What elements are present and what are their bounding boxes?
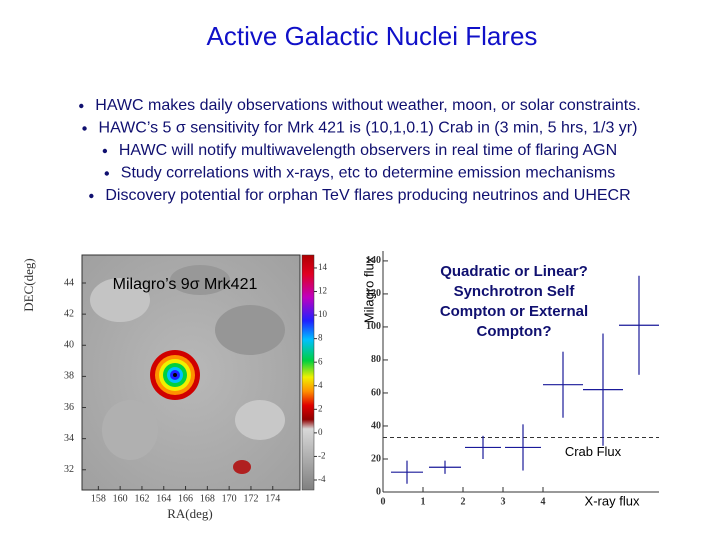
y-tick-label: 60 xyxy=(371,387,381,398)
x-tick-label: 174 xyxy=(265,493,280,504)
x-tick-label: 4 xyxy=(541,496,546,507)
bullet-dot xyxy=(82,126,87,131)
x-tick-label: 166 xyxy=(178,493,193,504)
y-tick-label: 120 xyxy=(366,288,381,299)
source-center xyxy=(173,373,177,377)
y-tick-label: 20 xyxy=(371,453,381,464)
y-tick-label: 100 xyxy=(366,321,381,332)
colorbar-tick-label: 6 xyxy=(318,356,323,366)
bullet-text: HAWC’s 5 σ sensitivity for Mrk 421 is (1… xyxy=(99,120,638,137)
annotation-line: Compton? xyxy=(477,323,552,340)
bullet-list: HAWC makes daily observations without we… xyxy=(79,97,641,204)
flux-plot: Milagro flux X-ray flux Quadratic or Lin… xyxy=(361,256,640,508)
y-tick-label: 0 xyxy=(376,486,381,497)
y-tick-label: 36 xyxy=(64,402,74,413)
bullet-text: HAWC makes daily observations without we… xyxy=(95,97,640,114)
y-tick-label: 40 xyxy=(371,420,381,431)
annotation-line: Synchrotron Self xyxy=(454,283,576,300)
map-frame xyxy=(81,254,301,491)
x-tick-label: 2 xyxy=(461,496,466,507)
hot-spot xyxy=(233,460,251,474)
y-tick-label: 140 xyxy=(366,255,381,266)
colorbar xyxy=(301,254,315,491)
x-tick-label: 3 xyxy=(501,496,506,507)
x-tick-label: 162 xyxy=(134,493,149,504)
annotation: Quadratic or Linear? Synchrotron Self Comp… xyxy=(440,263,588,340)
y-axis-label: Milagro flux xyxy=(361,256,376,323)
colorbar-tick-label: 2 xyxy=(318,403,323,413)
annotation-line: Quadratic or Linear? xyxy=(440,263,588,280)
y-tick-label: 44 xyxy=(64,277,74,288)
bullet-text: Discovery potential for orphan TeV flare… xyxy=(105,187,630,204)
sky-map: Milagro’s 9σ Mrk421 RA(deg) DEC(deg) xyxy=(21,254,315,521)
y-axis-label: DEC(deg) xyxy=(21,258,36,311)
x-tick-label: 0 xyxy=(381,496,386,507)
y-tick-label: 42 xyxy=(64,308,74,319)
colorbar-tick-label: -2 xyxy=(318,450,326,460)
x-tick-label: 170 xyxy=(222,493,237,504)
bullet-dot xyxy=(89,193,94,199)
colorbar-tick-label: -4 xyxy=(318,474,326,484)
bullet-dot xyxy=(102,148,108,154)
reference-label: Crab Flux xyxy=(565,444,622,459)
colorbar-tick-label: 14 xyxy=(318,262,328,272)
x-tick-label: 1 xyxy=(421,496,426,507)
colorbar-tick-label: 4 xyxy=(318,380,323,390)
y-tick-label: 80 xyxy=(371,354,381,365)
colorbar-tick-label: 12 xyxy=(318,286,327,296)
x-tick-label: 160 xyxy=(113,493,128,504)
bullet-dot xyxy=(104,171,109,176)
x-tick-label: 164 xyxy=(156,493,171,504)
x-axis-label: X-ray flux xyxy=(585,493,640,508)
x-axis-label: RA(deg) xyxy=(167,506,213,521)
y-tick-label: 34 xyxy=(64,433,74,444)
y-tick-label: 40 xyxy=(64,340,74,351)
map-texture xyxy=(102,400,158,460)
x-tick-label: 158 xyxy=(91,493,106,504)
colorbar-tick-label: 8 xyxy=(318,333,323,343)
bullet-dot xyxy=(79,103,84,109)
x-tick-label: 168 xyxy=(200,493,215,504)
bullet-text: HAWC will notify multiwavelength observe… xyxy=(119,142,617,159)
map-texture xyxy=(235,400,285,440)
y-tick-label: 38 xyxy=(64,371,74,382)
y-tick-label: 32 xyxy=(64,464,74,475)
annotation-line: Compton or External xyxy=(440,303,588,320)
map-texture xyxy=(170,265,230,295)
colorbar-tick-label: 0 xyxy=(318,427,323,437)
map-label: Milagro’s 9σ Mrk421 xyxy=(113,276,258,293)
bullet-text: Study correlations with x-rays, etc to d… xyxy=(121,165,615,182)
colorbar-tick-label: 10 xyxy=(318,309,328,319)
x-tick-label: 172 xyxy=(243,493,258,504)
map-texture xyxy=(90,278,150,322)
slide-title: Active Galactic Nuclei Flares xyxy=(207,21,538,51)
map-texture xyxy=(215,305,285,355)
